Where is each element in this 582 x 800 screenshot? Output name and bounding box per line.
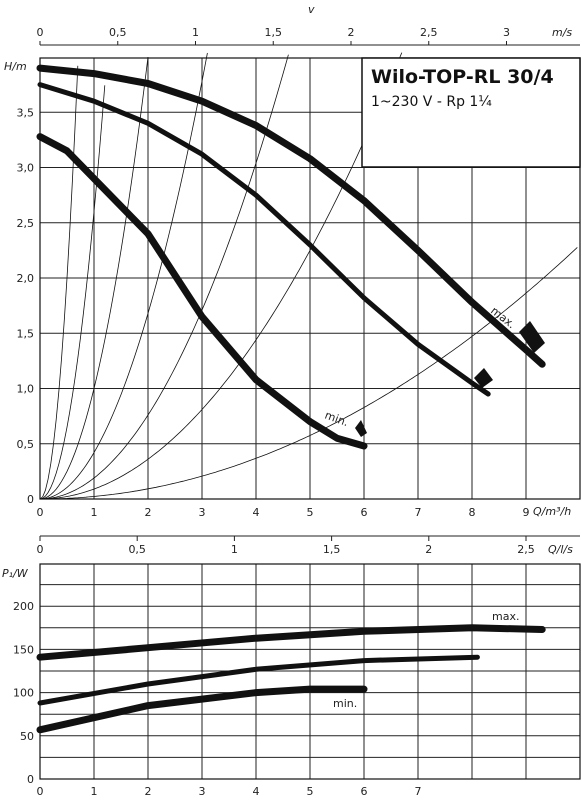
power-x-ticks: 0 1 2 3 4 5 6 7 [37, 785, 422, 798]
velocity-tick-2: 1 [192, 26, 199, 39]
power-x-tick-1: 1 [91, 785, 98, 798]
power-curve-1 [37, 654, 480, 706]
velocity-axis-unit: m/s [552, 26, 572, 39]
head-curve-0 [36, 64, 546, 368]
velocity-tick-5: 2,5 [420, 26, 438, 39]
system-curve-3 [39, 52, 208, 500]
head-plot-frame [39, 57, 581, 500]
head-y-tick-2: 1,0 [17, 383, 35, 396]
marker-mid [474, 368, 493, 388]
head-x-tick-7: 7 [415, 506, 422, 519]
marker-min [355, 420, 367, 437]
power-y-axis-label: P₁/W [2, 567, 29, 580]
head-x-tick-3: 3 [199, 506, 206, 519]
head-y-tick-1: 0,5 [17, 438, 35, 451]
power-x-tick-7: 7 [415, 785, 422, 798]
power-grid [39, 564, 581, 780]
power-x-tick-4: 4 [253, 785, 260, 798]
power-x-tick-5: 5 [307, 785, 314, 798]
velocity-tick-4: 2 [348, 26, 355, 39]
head-x-ticks: 0 1 2 3 4 5 6 7 8 9 [37, 506, 530, 519]
power-x-tick-3: 3 [199, 785, 206, 798]
power-series-label-max: max. [492, 610, 519, 623]
velocity-axis-letter: v [308, 3, 315, 16]
head-x-tick-5: 5 [307, 506, 314, 519]
power-y-tick-1: 50 [20, 730, 34, 743]
velocity-tick-1: 0,5 [109, 26, 127, 39]
head-chart: 0 1 2 3 4 5 6 7 8 9 0 0,5 1,0 1,5 2,0 2,5 3,0 3,5 0 0,5 1 1… [4, 3, 581, 519]
power-y-ticks: 0 50 100 150 200 [13, 600, 34, 786]
head-y-tick-3: 1,5 [17, 327, 35, 340]
head-y-axis-label: H/m [4, 60, 27, 73]
system-curve-6 [40, 247, 578, 500]
flow-ls-ticks: 0 0,5 1 1,5 2 2,5 [37, 536, 535, 556]
head-x-tick-0: 0 [37, 506, 44, 519]
system-curve-5 [40, 52, 403, 500]
head-y-tick-5: 2,5 [17, 217, 35, 230]
power-curve-0 [36, 624, 546, 661]
head-curve-2 [36, 133, 368, 450]
flow-ls-tick-3: 1,5 [323, 543, 341, 556]
power-y-tick-0: 0 [27, 773, 34, 786]
system-curve-0 [39, 65, 79, 500]
flow-ls-tick-5: 2,5 [517, 543, 535, 556]
head-x-tick-4: 4 [253, 506, 260, 519]
velocity-tick-0: 0 [37, 26, 44, 39]
head-x-tick-8: 8 [469, 506, 476, 519]
head-y-ticks: 0 0,5 1,0 1,5 2,0 2,5 3,0 3,5 [17, 106, 35, 506]
head-y-tick-0: 0 [27, 493, 34, 506]
head-curve-1 [37, 82, 491, 397]
system-curve-2 [39, 56, 149, 500]
head-y-tick-7: 3,5 [17, 106, 35, 119]
title-box [361, 57, 581, 168]
power-y-tick-2: 100 [13, 687, 34, 700]
head-x-axis-label: Q/m³/h [533, 505, 571, 518]
velocity-tick-3: 1,5 [265, 26, 283, 39]
power-y-tick-3: 150 [13, 643, 34, 656]
power-series-label-min: min. [333, 697, 357, 710]
chart-title: Wilo-TOP-RL 30/4 [371, 66, 554, 88]
velocity-ticks: 0 0,5 1 1,5 2 2,5 3 [37, 26, 510, 45]
series-label-min: min. [323, 409, 350, 430]
head-x-tick-2: 2 [145, 506, 152, 519]
power-x-tick-6: 6 [361, 785, 368, 798]
head-y-tick-6: 3,0 [17, 162, 35, 175]
head-series [36, 64, 546, 450]
head-x-tick-1: 1 [91, 506, 98, 519]
flow-ls-tick-2: 1 [231, 543, 238, 556]
marker-max [519, 321, 545, 353]
flow-ls-tick-4: 2 [425, 543, 432, 556]
velocity-tick-6: 3 [503, 26, 510, 39]
flow-ls-tick-1: 0,5 [128, 543, 146, 556]
head-x-tick-6: 6 [361, 506, 368, 519]
flow-ls-tick-0: 0 [37, 543, 44, 556]
power-plot-frame [39, 563, 581, 780]
power-curve-2 [36, 685, 368, 734]
power-series [36, 624, 546, 734]
power-x-tick-2: 2 [145, 785, 152, 798]
system-curve-1 [39, 85, 106, 500]
chart-subtitle: 1~230 V - Rp 1¼ [371, 94, 492, 110]
head-y-tick-4: 2,0 [17, 272, 35, 285]
head-x-tick-9: 9 [523, 506, 530, 519]
power-x2-axis-label: Q/l/s [548, 543, 573, 556]
power-y-tick-4: 200 [13, 600, 34, 613]
power-x-tick-0: 0 [37, 785, 44, 798]
